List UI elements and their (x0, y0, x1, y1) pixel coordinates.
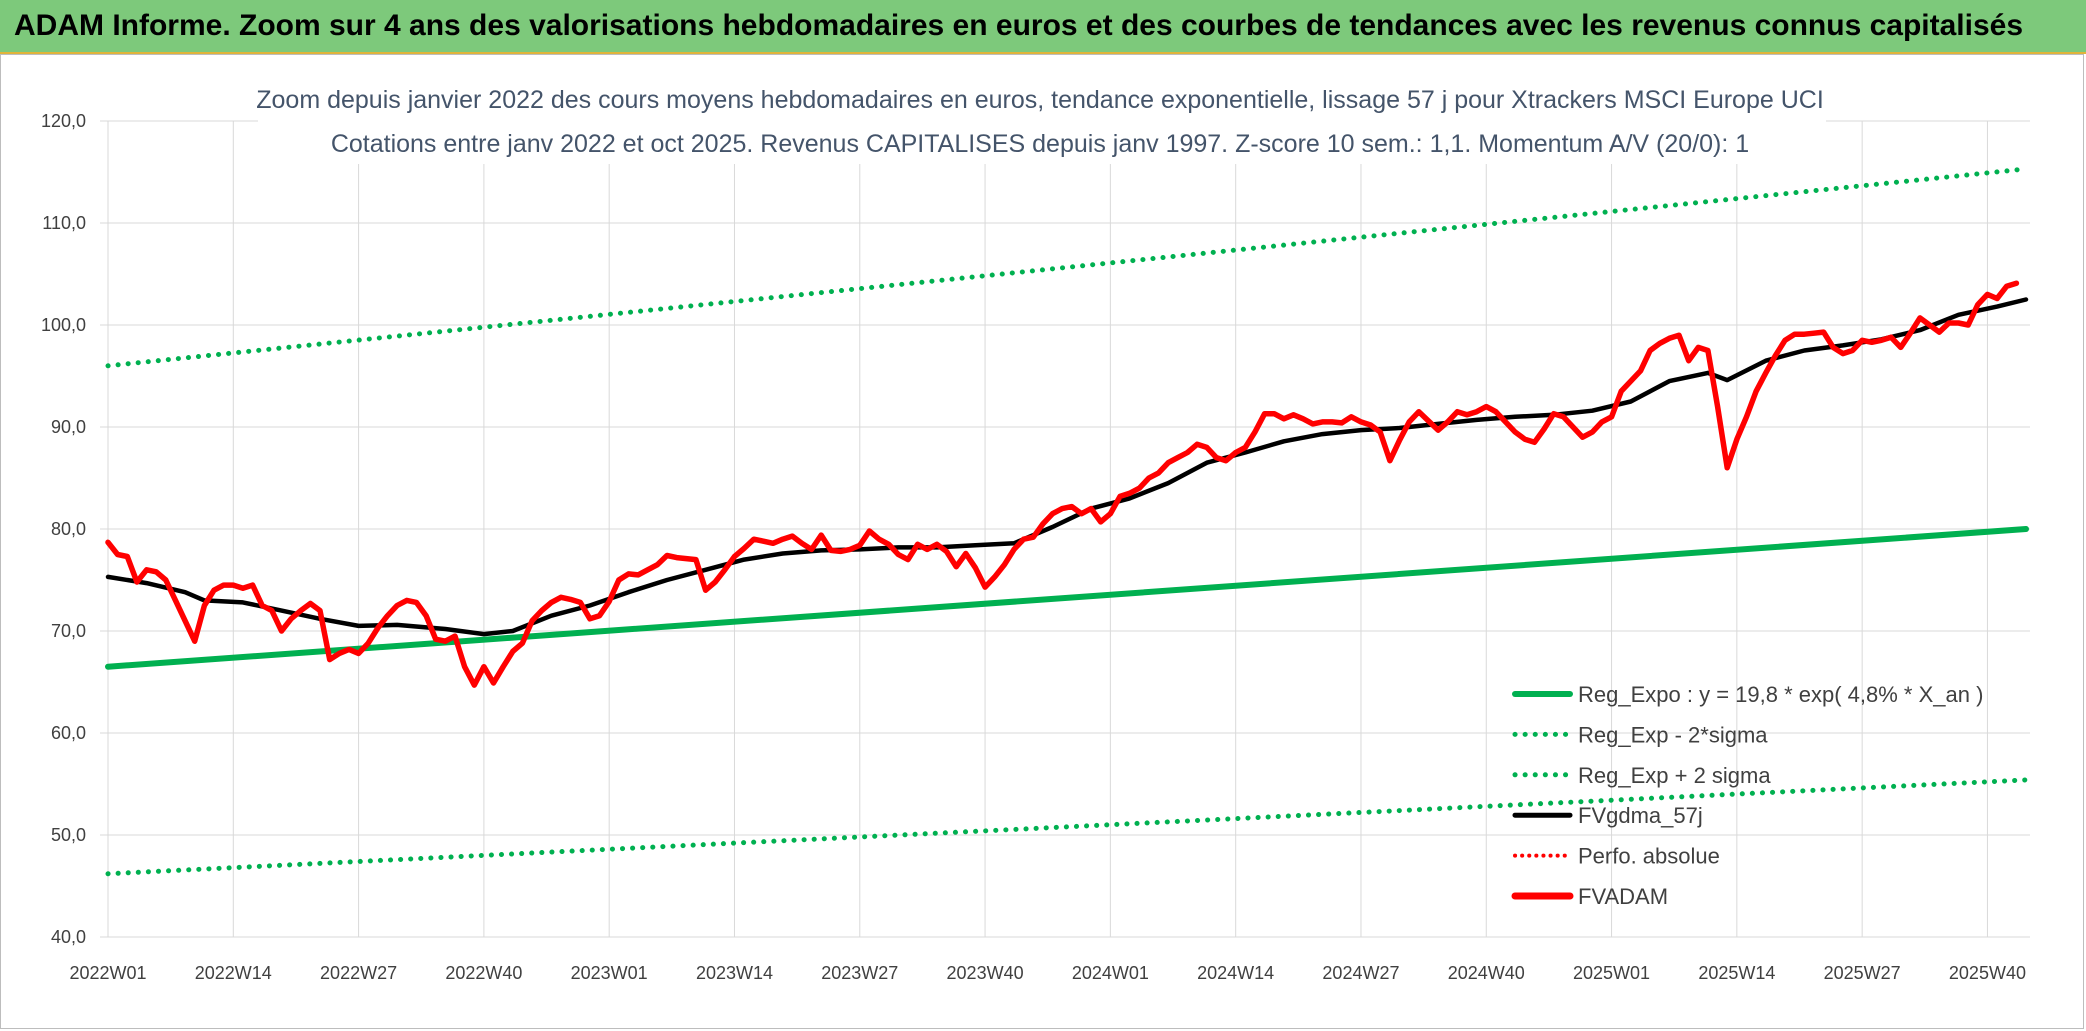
x-tick-label: 2024W14 (1197, 963, 1274, 983)
y-tick-label: 50,0 (51, 825, 86, 845)
x-tick-label: 2023W27 (821, 963, 898, 983)
y-tick-label: 110,0 (42, 213, 86, 233)
legend-label-reg_low: Reg_Exp - 2*sigma (1578, 722, 1768, 747)
x-tick-label: 2022W14 (195, 963, 272, 983)
y-tick-label: 90,0 (51, 417, 86, 437)
x-tick-label: 2025W27 (1824, 963, 1901, 983)
y-axis: 40,0 50,0 60,0 70,0 80,0 90,0 100,0 110,0 120,0 (41, 111, 86, 947)
series-group (105, 166, 2029, 877)
chart-frame (0, 54, 2084, 1029)
chart-title-line-2: Cotations entre janv 2022 et oct 2025. R… (331, 130, 1749, 158)
x-tick-label: 2023W40 (947, 963, 1024, 983)
x-tick-label: 2022W01 (69, 963, 146, 983)
legend: Reg_Expo : y = 19,8 * exp( 4,8% * X_an )… (1511, 682, 1983, 909)
x-tick-label: 2025W40 (1949, 963, 2026, 983)
y-tick-label: 40,0 (51, 927, 86, 947)
x-tick-label: 2023W14 (696, 963, 773, 983)
report-banner: ADAM Informe. Zoom sur 4 ans des valoris… (0, 0, 2086, 54)
x-tick-label: 2022W40 (445, 963, 522, 983)
x-axis: 2022W01 2022W14 2022W27 2022W40 2023W01 2023W… (69, 963, 2026, 983)
x-tick-label: 2025W01 (1573, 963, 1650, 983)
legend-label-reg_expo: Reg_Expo : y = 19,8 * exp( 4,8% * X_an ) (1578, 682, 1983, 707)
x-tick-label: 2024W27 (1322, 963, 1399, 983)
legend-label-fvadam: FVADAM (1578, 884, 1668, 909)
x-tick-label: 2025W14 (1698, 963, 1775, 983)
y-tick-label: 80,0 (51, 519, 86, 539)
legend-label-reg_high: Reg_Exp + 2 sigma (1578, 763, 1771, 788)
banner-title: ADAM Informe. Zoom sur 4 ans des valoris… (14, 9, 2024, 42)
legend-label-fvgdma: FVgdma_57j (1578, 803, 1703, 828)
series-fvadam (105, 280, 2020, 688)
y-tick-label: 120,0 (41, 111, 86, 131)
y-tick-label: 60,0 (51, 723, 86, 743)
x-tick-label: 2024W40 (1448, 963, 1525, 983)
chart-title-line-1: Zoom depuis janvier 2022 des cours moyen… (256, 86, 1824, 114)
series-reg-expo (105, 526, 2029, 670)
series-reg-exp-minus-2-sigma (105, 777, 2029, 877)
grid-lines (100, 120, 2030, 938)
legend-label-perfo: Perfo. absolue (1578, 844, 1720, 869)
chart-title-background (258, 76, 1826, 164)
x-tick-label: 2024W01 (1072, 963, 1149, 983)
series-reg-exp-plus-2-sigma (105, 166, 2029, 369)
y-tick-label: 70,0 (51, 621, 86, 641)
series-fvgdma-57j (105, 297, 2029, 637)
x-tick-label: 2023W01 (571, 963, 648, 983)
x-tick-label: 2022W27 (320, 963, 397, 983)
y-tick-label: 100,0 (41, 315, 86, 335)
